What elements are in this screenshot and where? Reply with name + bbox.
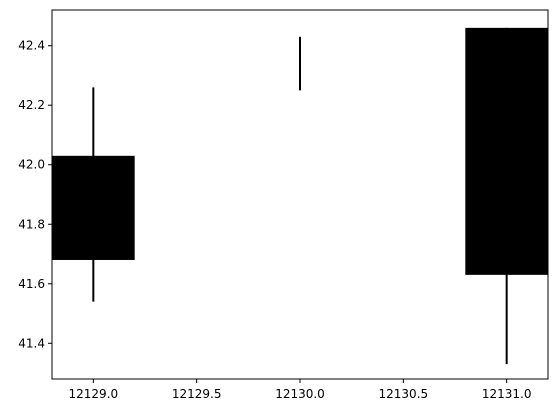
candle [52,87,135,302]
y-tick-label: 42.4 [18,39,45,53]
y-tick-label: 41.4 [18,336,45,350]
candle [465,27,548,365]
y-tick-label: 42.2 [18,98,45,112]
y-tick-label: 42.0 [18,158,45,172]
y-tick-label: 41.6 [18,277,45,291]
y-axis: 41.4 41.6 41.8 42.0 42.2 42.4 [18,39,52,350]
x-axis: 12129.0 12129.5 12130.0 12130.5 12131.0 [69,379,532,401]
x-tick-label: 12129.5 [172,387,222,401]
x-tick-label: 12131.0 [482,387,532,401]
x-tick-label: 12129.0 [69,387,119,401]
plot-frame [51,9,549,380]
x-tick-label: 12130.0 [275,387,325,401]
x-tick-label: 12130.5 [379,387,429,401]
y-tick-label: 41.8 [18,217,45,231]
candle-body [465,27,548,275]
candle-body [52,155,135,260]
candles [52,27,548,365]
